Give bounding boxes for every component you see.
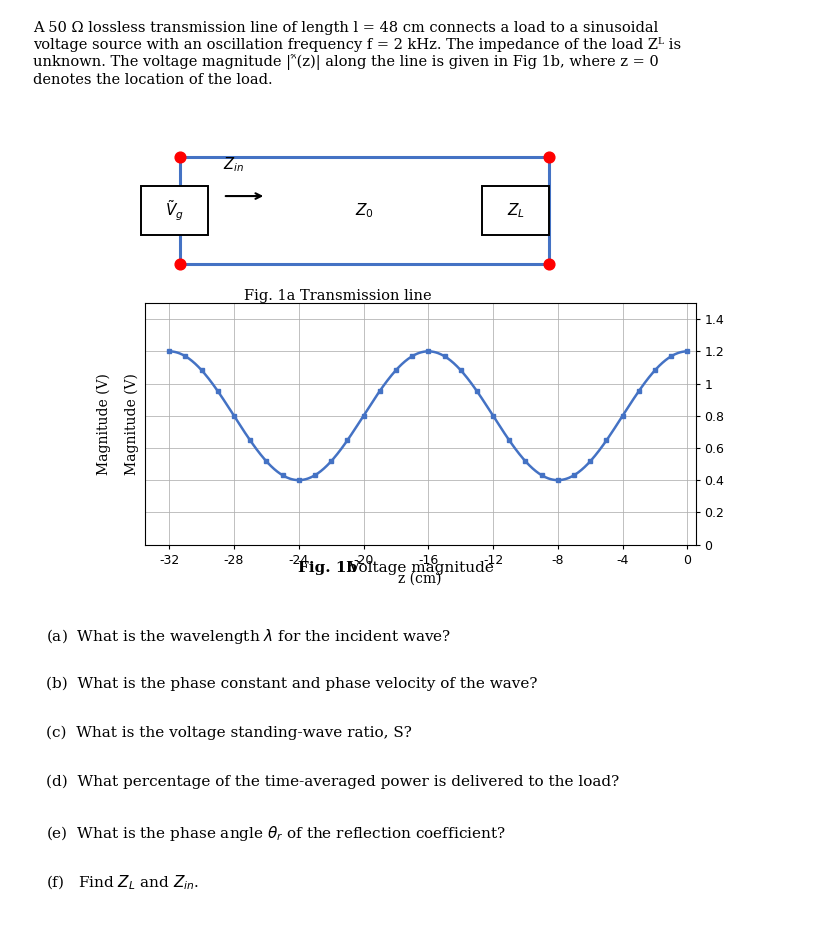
- Text: Fig. 1a Transmission line: Fig. 1a Transmission line: [244, 289, 432, 303]
- Text: $\tilde{V}_g$: $\tilde{V}_g$: [165, 199, 184, 223]
- Text: (f)   Find $Z_L$ and $Z_{in}$.: (f) Find $Z_L$ and $Z_{in}$.: [45, 873, 198, 891]
- Text: (b)  What is the phase constant and phase velocity of the wave?: (b) What is the phase constant and phase…: [45, 676, 537, 690]
- Text: (d)  What percentage of the time-averaged power is delivered to the load?: (d) What percentage of the time-averaged…: [45, 775, 618, 789]
- Text: Magnitude (V): Magnitude (V): [96, 373, 111, 474]
- Bar: [481, 187, 549, 235]
- Text: A 50 Ω lossless transmission line of length l = 48 cm connects a load to a sinus: A 50 Ω lossless transmission line of len…: [33, 21, 681, 87]
- Text: Voltage magnitude: Voltage magnitude: [343, 561, 493, 575]
- X-axis label: z (cm): z (cm): [398, 572, 442, 586]
- Text: Fig. 1b: Fig. 1b: [298, 561, 356, 575]
- Text: (c)  What is the voltage standing-wave ratio, S?: (c) What is the voltage standing-wave ra…: [45, 725, 411, 740]
- Text: (a)  What is the wavelength $\lambda$ for the incident wave?: (a) What is the wavelength $\lambda$ for…: [45, 627, 450, 646]
- Y-axis label: Magnitude (V): Magnitude (V): [125, 373, 139, 474]
- Text: $Z_{in}$: $Z_{in}$: [222, 155, 244, 173]
- Point: [173, 150, 186, 165]
- Point: [173, 257, 186, 272]
- Bar: [141, 187, 208, 235]
- Text: (e)  What is the phase angle $\theta_r$ of the reflection coefficient?: (e) What is the phase angle $\theta_r$ o…: [45, 824, 504, 843]
- Text: $Z_L$: $Z_L$: [506, 202, 524, 220]
- Point: [543, 150, 556, 165]
- Point: [543, 257, 556, 272]
- Text: $Z_0$: $Z_0$: [355, 202, 374, 220]
